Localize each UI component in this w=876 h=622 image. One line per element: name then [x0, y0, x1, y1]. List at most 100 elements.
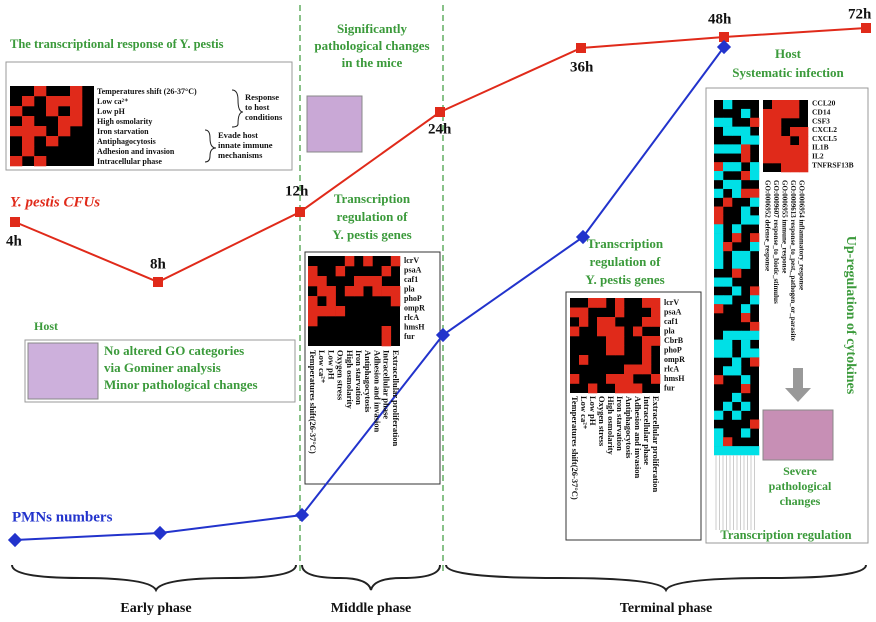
heatmap-cell: [781, 154, 790, 163]
condition-label: High osmolarity: [345, 350, 355, 410]
heatmap-cell: [382, 336, 392, 346]
heatmap-cell: [732, 411, 741, 420]
heatmap-cell: [772, 127, 781, 136]
heatmap-cell: [345, 286, 355, 296]
heatmap-cell: [772, 109, 781, 118]
heatmap-cell: [714, 171, 723, 180]
heatmap-cell: [714, 446, 723, 455]
heatmap-cell: [741, 349, 750, 358]
heatmap-cell: [781, 145, 790, 154]
heatmap-cell: [651, 374, 660, 384]
heatmap-cell: [714, 375, 723, 384]
host-title: Host: [34, 319, 58, 333]
cfu-point: [153, 277, 163, 287]
gene-label: rlcA: [664, 364, 679, 373]
heatmap-cell: [772, 145, 781, 154]
heatmap-cell: [723, 278, 732, 287]
heatmap-cell: [354, 276, 364, 286]
heatmap-cell: [615, 374, 624, 384]
group-label: Response: [245, 92, 279, 102]
heatmap-cell: [10, 106, 22, 116]
pathology-label: pathological: [769, 479, 832, 493]
heatmap-cell: [336, 306, 346, 316]
condition-label: Low pH: [326, 350, 336, 380]
heatmap-cell: [750, 446, 759, 455]
heatmap-cell: [10, 126, 22, 136]
heatmap-cell: [741, 260, 750, 269]
caption: Transcription regulation: [720, 528, 851, 542]
heatmap-cell: [763, 154, 772, 163]
row-label: Adhesion and invasion: [97, 147, 175, 156]
row-label: Intracellular phase: [97, 157, 162, 166]
heatmap-cell: [363, 256, 373, 266]
brace: [302, 565, 440, 590]
heatmap-cell: [763, 136, 772, 145]
heatmap-cell: [732, 446, 741, 455]
heatmap-cell: [308, 306, 318, 316]
heatmap-cell: [750, 331, 759, 340]
heatmap-cell: [714, 215, 723, 224]
condition-label: Temperatures shift(26-37°C): [308, 350, 318, 454]
condition-label: High osmolarity: [606, 396, 616, 456]
pmn-point: [153, 526, 167, 540]
heatmap-cell: [624, 374, 633, 384]
heatmap-cell: [723, 180, 732, 189]
heatmap-cell: [570, 308, 579, 318]
cytokine-label: IL1B: [812, 143, 829, 152]
heatmap-title: Y. pestis genes: [332, 227, 411, 242]
cfu-label: Y. pestis CFUs: [10, 194, 100, 210]
histology-photo: [307, 96, 362, 152]
heatmap-cell: [732, 127, 741, 136]
heatmap-cell: [750, 357, 759, 366]
cytokine-label: IL2: [812, 152, 824, 161]
heatmap-cell: [22, 126, 34, 136]
pmn-point: [8, 533, 22, 547]
gene-label: fur: [404, 332, 415, 341]
heatmap-cell: [714, 340, 723, 349]
heatmap-cell: [714, 144, 723, 153]
heatmap-cell: [750, 295, 759, 304]
pathology-label: Severe: [783, 464, 817, 478]
heatmap-cell: [714, 278, 723, 287]
heatmap-cell: [70, 96, 82, 106]
heatmap-cell: [723, 144, 732, 153]
heatmap-cell: [579, 355, 588, 365]
heatmap-cell: [741, 153, 750, 162]
heatmap-cell: [597, 317, 606, 327]
heatmap-cell: [308, 296, 318, 306]
heatmap-cell: [732, 357, 741, 366]
go-term: GO:0009607 response_to_biotic_stimulus: [772, 180, 780, 304]
heatmap-cell: [772, 100, 781, 109]
host-line: No altered GO categories: [104, 343, 244, 358]
heatmap-cell: [317, 276, 327, 286]
heatmap-cell: [714, 428, 723, 437]
heatmap-cell: [772, 154, 781, 163]
heatmap-cell: [732, 144, 741, 153]
heatmap-cell: [308, 276, 318, 286]
heatmap-cell: [799, 163, 808, 172]
heatmap-cell: [372, 286, 382, 296]
heatmap-cell: [22, 136, 34, 146]
heatmap-cell: [732, 286, 741, 295]
heatmap-cell: [741, 207, 750, 216]
heatmap-cell: [799, 127, 808, 136]
brace: [12, 565, 296, 590]
heatmap-cell: [606, 336, 615, 346]
heatmap-cell: [579, 317, 588, 327]
heatmap-cell: [308, 266, 318, 276]
heatmap-title: regulation of: [590, 254, 662, 269]
gene-label: CbrB: [664, 336, 684, 345]
phase-label: Terminal phase: [620, 601, 712, 616]
condition-label: Extracellular proliferation: [391, 350, 401, 447]
heatmap-cell: [750, 242, 759, 251]
heatmap-title: Transcription: [587, 236, 664, 251]
time-label: 4h: [6, 233, 23, 249]
heatmap-cell: [723, 100, 732, 109]
heatmap-cell: [326, 286, 336, 296]
go-term: GO:0006954 inflammatory_response: [797, 180, 805, 290]
heatmap-cell: [70, 106, 82, 116]
condition-label: Low ca²⁺: [317, 350, 327, 384]
group-label: Evade host: [218, 130, 258, 140]
heatmap-cell: [781, 163, 790, 172]
heatmap-cell: [10, 156, 22, 166]
